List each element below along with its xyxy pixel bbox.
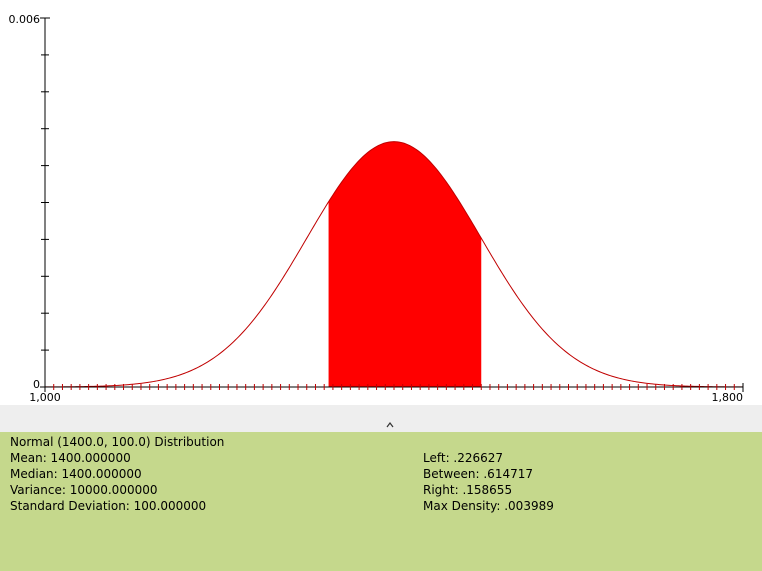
x-tick-label: 1,000 xyxy=(29,391,61,404)
chart: 1,000 1,800 0 0.006 xyxy=(9,13,744,404)
info-line: Standard Deviation: 100.000000 xyxy=(10,499,207,513)
splitter-caret[interactable] xyxy=(0,405,762,432)
info-line: Mean: 1400.000000 xyxy=(10,451,131,465)
x-tick-label: 1,800 xyxy=(712,391,744,404)
info-line: Right: .158655 xyxy=(423,483,513,497)
info-right: Left: .226627 Between: .614717 Right: .158… xyxy=(423,450,554,514)
info-line: Median: 1400.000000 xyxy=(10,467,142,481)
y-tick-label: 0 xyxy=(33,378,40,391)
info-title: Normal (1400.0, 100.0) Distribution xyxy=(10,435,225,449)
info-line: Between: .614717 xyxy=(423,467,533,481)
density-curve xyxy=(44,141,744,388)
info-line: Variance: 10000.000000 xyxy=(10,483,158,497)
y-tick-label: 0.006 xyxy=(9,13,41,26)
info-line: Max Density: .003989 xyxy=(423,499,554,513)
info-line: Left: .226627 xyxy=(423,451,504,465)
shaded-area xyxy=(328,141,482,387)
info-left: Normal (1400.0, 100.0) Distribution Mean… xyxy=(10,434,224,514)
info-panel: Normal (1400.0, 100.0) Distribution Mean… xyxy=(0,432,762,571)
splitter[interactable] xyxy=(0,405,762,432)
